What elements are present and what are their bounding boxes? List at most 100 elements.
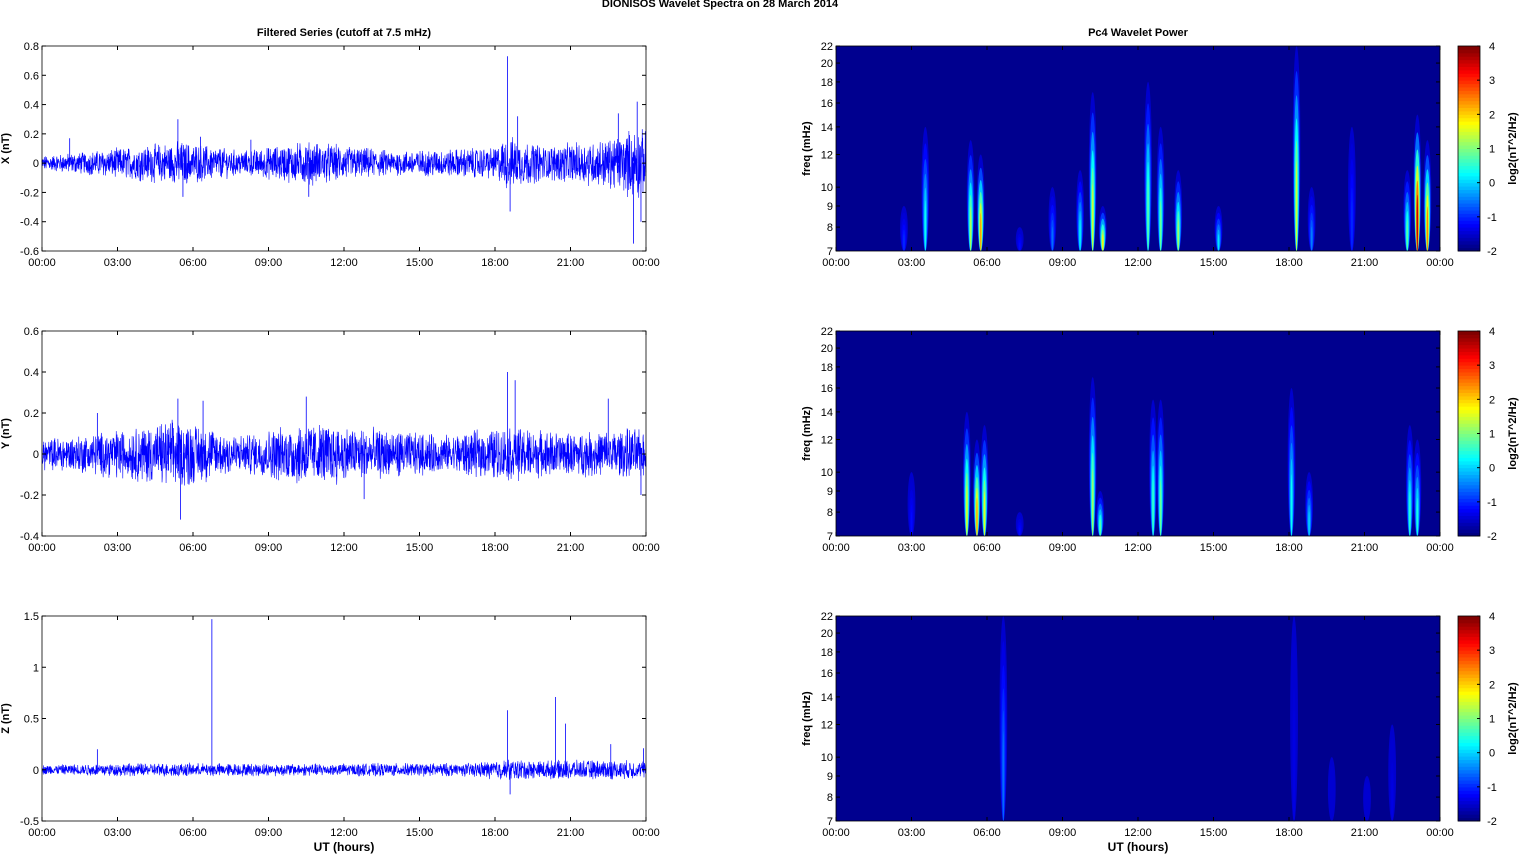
wavelet-band <box>1019 527 1021 537</box>
colorbar-band <box>1458 616 1480 620</box>
colorbar-band <box>1458 663 1480 668</box>
colorbar-band <box>1458 56 1480 61</box>
colorbar-tick-label: 1 <box>1489 144 1495 156</box>
wavelet-band <box>980 212 982 252</box>
colorbar-band <box>1458 701 1480 706</box>
colorbar-band <box>1458 90 1480 95</box>
colorbar-band <box>1458 715 1480 719</box>
wavelet-feature <box>1413 439 1422 537</box>
colorbar-band <box>1458 244 1480 249</box>
panel-title: Filtered Series (cutoff at 7.5 mHz) <box>257 27 432 39</box>
wavelet-feature <box>1174 170 1183 252</box>
colorbar-band <box>1458 121 1480 126</box>
colorbar-band <box>1458 87 1480 91</box>
wavelet-feature <box>1292 46 1301 252</box>
y-tick-label: 20 <box>821 343 833 355</box>
colorbar-tick-label: -1 <box>1487 782 1497 794</box>
spectrum-background <box>836 46 1440 251</box>
colorbar-band <box>1458 337 1480 342</box>
wavelet-band <box>910 511 913 537</box>
colorbar-band <box>1458 742 1480 747</box>
colorbar-band <box>1458 117 1480 122</box>
wavelet-feature <box>1327 757 1336 822</box>
x-tick-label: 03:00 <box>104 827 132 839</box>
colorbar-band <box>1458 739 1480 743</box>
y-tick-label: -0.2 <box>20 490 39 502</box>
colorbar-tick-label: 2 <box>1489 679 1495 691</box>
colorbar-band <box>1458 769 1480 774</box>
x-tick-label: 15:00 <box>1200 257 1228 269</box>
x-tick-label: 00:00 <box>28 257 56 269</box>
colorbar-band <box>1458 76 1480 81</box>
colorbar-band <box>1458 718 1480 723</box>
x-tick-label: 03:00 <box>898 257 926 269</box>
wavelet-feature <box>980 425 989 537</box>
y-tick-label: 0 <box>33 449 39 461</box>
colorbar-band <box>1458 372 1480 376</box>
colorbar-band <box>1458 233 1480 238</box>
wavelet-band <box>983 491 986 537</box>
x-tick-label: 06:00 <box>973 827 1001 839</box>
y-tick-label: 10 <box>821 182 833 194</box>
wavelet-band <box>1152 479 1154 537</box>
wavelet-band <box>1217 234 1220 252</box>
wavelet-feature <box>1348 126 1356 252</box>
colorbar-band <box>1458 440 1480 445</box>
y-tick-label: 18 <box>821 362 833 374</box>
colorbar-band <box>1458 100 1480 105</box>
wavelet-band <box>1366 804 1368 822</box>
wavelet-feature <box>1156 399 1165 537</box>
x-tick-label: 15:00 <box>406 827 434 839</box>
colorbar-band <box>1458 114 1480 119</box>
colorbar-band <box>1458 141 1480 146</box>
colorbar-band <box>1458 148 1480 153</box>
colorbar-band <box>1458 351 1480 356</box>
colorbar-band <box>1458 491 1480 496</box>
colorbar-band <box>1458 522 1480 527</box>
colorbar-band <box>1458 66 1480 71</box>
colorbar-tick-label: 1 <box>1489 429 1495 441</box>
wavelet-feature <box>1015 227 1024 252</box>
colorbar-band <box>1458 361 1480 366</box>
colorbar-band <box>1458 721 1480 726</box>
colorbar-band <box>1458 450 1480 455</box>
colorbar-label: log2(nT^2/Hz) <box>1507 397 1519 470</box>
y-tick-label: 16 <box>821 98 833 110</box>
trace-line <box>41 129 647 198</box>
colorbar: 4 3 2 1 0 -1 -2 log2(nT^2/Hz) <box>1457 41 1519 258</box>
wavelet-feature <box>1287 388 1296 537</box>
x-tick-label: 09:00 <box>255 827 283 839</box>
wavelet-band <box>924 200 927 252</box>
colorbar-band <box>1458 657 1480 661</box>
colorbar-band <box>1458 759 1480 764</box>
y-tick-label: 10 <box>821 467 833 479</box>
colorbar-band <box>1458 358 1480 363</box>
y-tick-label: 0.6 <box>24 326 39 338</box>
y-tick-label: 0 <box>33 158 39 170</box>
colorbar-band <box>1458 447 1480 452</box>
colorbar-band <box>1458 633 1480 637</box>
colorbar-tick-label: 4 <box>1489 41 1495 53</box>
spectrum-background <box>836 616 1440 821</box>
y-tick-label: 12 <box>821 720 833 732</box>
colorbar-band <box>1458 749 1480 754</box>
x-tick-label: 12:00 <box>1124 827 1152 839</box>
colorbar-tick-label: 2 <box>1489 109 1495 121</box>
x-tick-label: 18:00 <box>481 257 509 269</box>
colorbar-band <box>1458 426 1480 431</box>
colorbar-band <box>1458 83 1480 88</box>
wavelet-band <box>1092 184 1094 252</box>
colorbar-band <box>1458 807 1480 812</box>
colorbar-band <box>1458 436 1480 441</box>
colorbar-band <box>1458 454 1480 458</box>
y-tick-label: 20 <box>821 58 833 70</box>
colorbar-band <box>1458 348 1480 352</box>
y-tick-label: 18 <box>821 77 833 89</box>
colorbar-band <box>1458 230 1480 235</box>
colorbar-band <box>1458 529 1480 534</box>
trace-line <box>41 759 647 780</box>
colorbar-band <box>1458 341 1480 346</box>
colorbar-tick-label: 4 <box>1489 326 1495 338</box>
